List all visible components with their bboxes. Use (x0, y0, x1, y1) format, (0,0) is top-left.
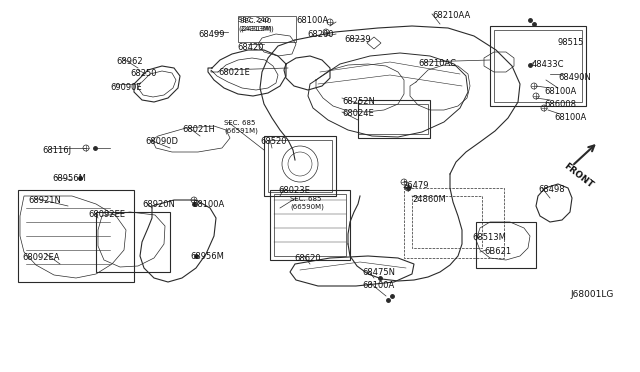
Text: 68021H: 68021H (182, 125, 215, 134)
Text: 68100A: 68100A (362, 281, 394, 290)
Bar (490, 26, 586, 106)
Bar (358, 104, 428, 134)
Text: 26479: 26479 (402, 181, 429, 190)
Text: 68620: 68620 (294, 254, 321, 263)
Text: 68475N: 68475N (362, 268, 395, 277)
Text: 69090E: 69090E (110, 83, 141, 92)
Text: SEC. 685: SEC. 685 (290, 196, 321, 202)
Text: 68092EE: 68092EE (88, 210, 125, 219)
Text: 68490N: 68490N (558, 73, 591, 82)
Bar (270, 190, 350, 260)
Text: 68090D: 68090D (145, 137, 178, 146)
Text: 68100A: 68100A (192, 200, 224, 209)
Text: 68420: 68420 (237, 43, 264, 52)
Text: SEC. 685: SEC. 685 (224, 120, 255, 126)
Text: 98515: 98515 (558, 38, 584, 47)
Text: SEC. 240: SEC. 240 (238, 17, 269, 23)
Text: FRONT: FRONT (562, 161, 595, 189)
Bar (404, 188, 504, 258)
Text: 68962: 68962 (116, 57, 143, 66)
Text: 68092EA: 68092EA (22, 253, 60, 262)
Text: 68210AA: 68210AA (432, 11, 470, 20)
Text: 68250: 68250 (130, 69, 157, 78)
Text: 68252N: 68252N (342, 97, 375, 106)
Text: 68956M: 68956M (52, 174, 86, 183)
Bar (274, 194, 346, 256)
Bar (238, 16, 296, 42)
Text: 68210AC: 68210AC (418, 59, 456, 68)
Text: 68116J: 68116J (42, 146, 71, 155)
Text: 48433C: 48433C (532, 60, 564, 69)
Text: 68200: 68200 (307, 30, 333, 39)
Text: 6B621: 6B621 (484, 247, 511, 256)
Text: SEC. 240: SEC. 240 (240, 18, 271, 24)
Text: 68513M: 68513M (472, 233, 506, 242)
Text: (66590M): (66590M) (290, 204, 324, 211)
Text: 68499: 68499 (198, 30, 225, 39)
Text: 68498: 68498 (538, 185, 564, 194)
Text: (24313M): (24313M) (238, 25, 272, 32)
Text: 68956M: 68956M (190, 252, 224, 261)
Text: 24860M: 24860M (412, 195, 445, 204)
Bar (476, 222, 536, 268)
Text: 68520: 68520 (260, 137, 287, 146)
Text: 68023E: 68023E (278, 186, 310, 195)
Text: (66591M): (66591M) (224, 128, 258, 135)
Bar (494, 30, 582, 102)
Text: 68920N: 68920N (142, 200, 175, 209)
Text: 68021E: 68021E (218, 68, 250, 77)
Text: 68100A: 68100A (544, 87, 576, 96)
Bar (268, 140, 332, 192)
Bar (18, 190, 134, 282)
Bar (264, 136, 336, 196)
Text: 68239: 68239 (344, 35, 371, 44)
Text: 68024E: 68024E (342, 109, 374, 118)
Text: 68100A: 68100A (296, 16, 328, 25)
Text: 686008: 686008 (544, 100, 576, 109)
Text: 68921N: 68921N (28, 196, 61, 205)
Bar (358, 100, 430, 138)
Text: (24313M): (24313M) (240, 26, 274, 32)
Bar (96, 212, 170, 272)
Bar (412, 196, 482, 248)
Text: J68001LG: J68001LG (570, 290, 613, 299)
Text: 68100A: 68100A (554, 113, 586, 122)
